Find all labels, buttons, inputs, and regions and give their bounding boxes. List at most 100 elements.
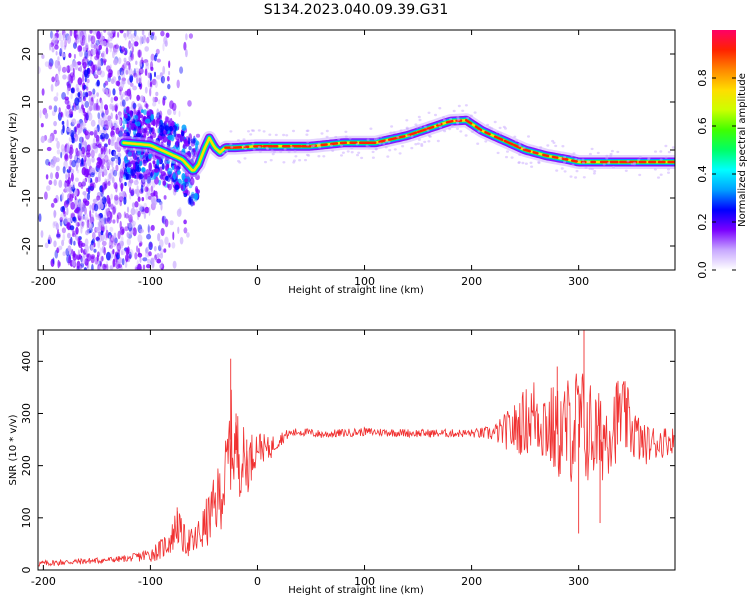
noise-blob (133, 179, 139, 186)
ridge-scatter (238, 161, 242, 164)
noise-blob (96, 254, 99, 262)
ridge-scatter (653, 168, 657, 171)
ridge-scatter (529, 161, 533, 164)
noise-blob (139, 37, 143, 46)
ridge-scatter (282, 161, 286, 164)
noise-blob (56, 232, 61, 239)
noise-blob (146, 36, 150, 44)
noise-blob (104, 123, 109, 129)
noise-blob (98, 265, 101, 270)
noise-blob (163, 195, 167, 200)
noise-blob (97, 143, 102, 149)
noise-blob (61, 192, 64, 201)
noise-blob (56, 74, 59, 84)
noise-blob (141, 206, 145, 213)
noise-blob (65, 199, 70, 205)
ridge-scatter (530, 165, 534, 168)
noise-blob (76, 260, 81, 269)
cluster-blob (190, 138, 196, 144)
noise-blob (75, 207, 80, 214)
noise-blob (92, 137, 96, 147)
noise-blob (115, 105, 118, 113)
cluster-blob (138, 173, 144, 180)
noise-blob (144, 46, 149, 52)
noise-blob (60, 39, 64, 48)
ridge-scatter (499, 132, 502, 135)
noise-blob (76, 38, 79, 44)
ridge-scatter (572, 152, 576, 155)
noise-blob (103, 60, 106, 66)
noise-blob (128, 214, 133, 223)
cluster-blob (137, 127, 142, 134)
noise-blob (111, 166, 115, 176)
noise-blob (168, 60, 171, 69)
ridge-scatter (448, 127, 452, 131)
noise-blob (66, 187, 69, 193)
cluster-blob (146, 121, 151, 130)
noise-blob (160, 227, 165, 237)
colorbar-ticks: 0.0 0.2 0.4 0.6 0.8 (696, 69, 736, 279)
ridge-scatter (292, 129, 295, 133)
noise-blob (126, 30, 129, 37)
noise-blob (114, 154, 119, 160)
noise-blob (114, 194, 119, 201)
noise-blob (74, 196, 77, 201)
ridge-peak (330, 142, 339, 146)
ridge-scatter (414, 123, 418, 126)
ridge-scatter (423, 125, 427, 128)
noise-blob (53, 209, 56, 219)
noise-blob (126, 88, 132, 97)
noise-blob (156, 58, 161, 63)
ridge-scatter (350, 151, 354, 154)
noise-blob (70, 132, 75, 141)
noise-blob (100, 147, 104, 155)
noise-blob (83, 267, 87, 270)
cluster-blob (184, 185, 188, 194)
ridge-peak (532, 151, 539, 155)
ridge-scatter (229, 130, 233, 133)
cluster-blob (149, 153, 153, 158)
noise-blob (90, 119, 96, 127)
noise-blob (58, 179, 63, 188)
spectrogram-y-axis-label: Frequency (Hz) (8, 112, 19, 188)
spectrogram-x-axis-label: Height of straight line (km) (288, 285, 424, 296)
noise-blob (64, 38, 67, 48)
noise-blob (88, 95, 92, 104)
cluster-blob (162, 135, 168, 143)
cluster-blob (123, 167, 128, 176)
noise-blob (139, 95, 145, 102)
noise-blob (166, 75, 170, 82)
noise-blob (89, 131, 94, 136)
noise-blob (59, 216, 64, 223)
ridge-peak (445, 119, 454, 124)
noise-blob (110, 30, 115, 34)
ridge-scatter (292, 161, 296, 164)
noise-blob (155, 91, 159, 97)
noise-blob (80, 222, 85, 229)
noise-blob (80, 184, 84, 189)
noise-blob (66, 35, 72, 44)
noise-blob (56, 92, 59, 97)
noise-blob (62, 32, 66, 39)
ridge-scatter (426, 129, 430, 132)
ridge-scatter (471, 130, 474, 133)
noise-blob (69, 64, 74, 71)
noise-blob (123, 211, 126, 219)
ridge-scatter (624, 169, 628, 172)
noise-blob (66, 179, 70, 188)
noise-blob (54, 82, 58, 87)
ridge-scatter (294, 155, 298, 158)
noise-blob (110, 96, 114, 104)
noise-blob (77, 77, 83, 86)
noise-blob (110, 240, 114, 246)
noise-blob (86, 86, 89, 91)
noise-blob (93, 248, 97, 253)
noise-blob (50, 202, 55, 208)
noise-blob (106, 251, 111, 261)
noise-blob (65, 110, 71, 119)
noise-blob (93, 129, 98, 139)
noise-blob (78, 210, 83, 219)
noise-blob (72, 105, 75, 111)
noise-blob (131, 188, 135, 196)
noise-blob (96, 68, 102, 76)
